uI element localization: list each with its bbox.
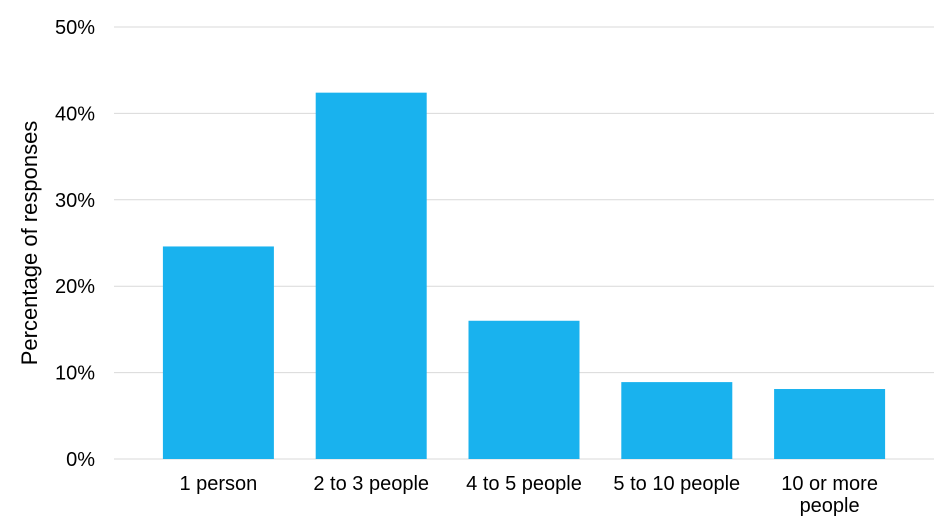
bar: [162, 246, 274, 459]
y-tick-label: 10%: [55, 363, 95, 385]
y-tick-label: 30%: [55, 190, 95, 212]
y-axis-title: Percentage of responses: [17, 121, 42, 366]
x-axis-categories: 1 person 2 to 3 people 4 to 5 people 5 to 1…: [179, 473, 877, 517]
x-category-label: 2 to 3 people: [313, 473, 429, 495]
y-tick-label: 50%: [55, 17, 95, 39]
bar: [315, 92, 427, 459]
x-category-label: people: [800, 495, 860, 517]
x-category-label: 5 to 10 people: [613, 473, 740, 495]
y-tick-label: 40%: [55, 103, 95, 125]
y-tick-label: 0%: [66, 449, 95, 471]
x-category-label: 4 to 5 people: [466, 473, 582, 495]
x-category-label: 1 person: [179, 473, 257, 495]
y-axis-ticks: 0% 10% 20% 30% 40% 50%: [55, 17, 95, 471]
x-category-label: 10 or more: [781, 473, 878, 495]
bar: [774, 389, 886, 459]
bar: [621, 382, 733, 459]
bars: [162, 92, 886, 459]
y-tick-label: 20%: [55, 276, 95, 298]
bar: [468, 320, 580, 459]
